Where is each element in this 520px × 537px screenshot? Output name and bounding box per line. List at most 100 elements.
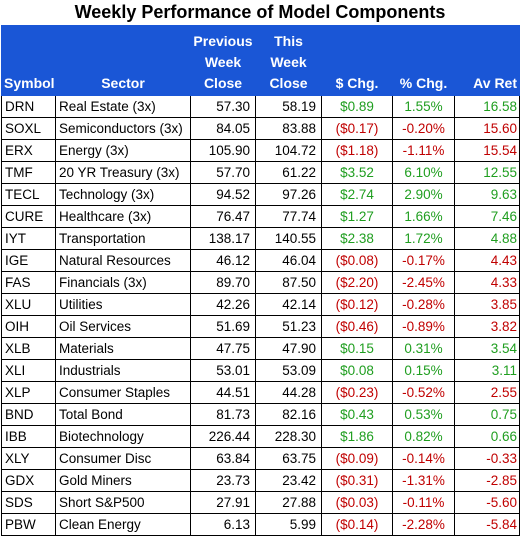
table-row: OIH Oil Services 51.69 51.23 ($0.46) -0.89% 3.… [1,315,520,338]
cell-previous-close: 27.91 [190,491,256,514]
header-this-line-3: Close [269,75,308,91]
table-row: PBW Clean Energy 6.13 5.99 ($0.14) -2.28% -5.8… [1,513,520,536]
table-row: SOXL Semiconductors (3x) 84.05 83.88 ($0.17)… [1,117,520,140]
cell-symbol: DRN [1,95,56,118]
cell-symbol: XLU [1,293,56,316]
cell-dollar-change: ($2.20) [321,271,393,294]
header-sector: Sector [55,25,191,96]
table-row: XLI Industrials 53.01 53.09 $0.08 0.15% 3.11 [1,359,520,382]
cell-sector: Real Estate (3x) [55,95,191,118]
cell-sector: Transportation [55,227,191,250]
cell-average-return: 16.58 [454,95,520,118]
cell-percent-change: 1.72% [392,227,455,250]
table-row: XLB Materials 47.75 47.90 $0.15 0.31% 3.54 [1,337,520,360]
cell-previous-close: 89.70 [190,271,256,294]
cell-sector: Industrials [55,359,191,382]
header-row: Symbol Sector Previous Week Close This W… [1,25,520,96]
cell-symbol: PBW [1,513,56,536]
cell-sector: Energy (3x) [55,139,191,162]
cell-average-return: 9.63 [454,183,520,206]
cell-this-close: 97.26 [255,183,322,206]
cell-symbol: TMF [1,161,56,184]
cell-percent-change: -2.45% [392,271,455,294]
table-row: IYT Transportation 138.17 140.55 $2.38 1.72% 4… [1,227,520,250]
cell-symbol: IYT [1,227,56,250]
cell-sector: Utilities [55,293,191,316]
cell-symbol: XLB [1,337,56,360]
cell-symbol: IBB [1,425,56,448]
header-this-line-2: Week [270,54,307,70]
cell-percent-change: -0.89% [392,315,455,338]
cell-previous-close: 53.01 [190,359,256,382]
cell-sector: Materials [55,337,191,360]
cell-percent-change: 0.15% [392,359,455,382]
cell-sector: Clean Energy [55,513,191,536]
cell-average-return: 4.33 [454,271,520,294]
cell-sector: 20 YR Treasury (3x) [55,161,191,184]
cell-percent-change: -2.28% [392,513,455,536]
cell-sector: Total Bond [55,403,191,426]
cell-dollar-change: $0.89 [321,95,393,118]
cell-dollar-change: ($0.17) [321,117,393,140]
cell-average-return: 3.54 [454,337,520,360]
cell-symbol: FAS [1,271,56,294]
cell-previous-close: 46.12 [190,249,256,272]
cell-this-close: 53.09 [255,359,322,382]
cell-this-close: 104.72 [255,139,322,162]
cell-dollar-change: $1.27 [321,205,393,228]
cell-dollar-change: ($0.12) [321,293,393,316]
cell-sector: Semiconductors (3x) [55,117,191,140]
cell-percent-change: 2.90% [392,183,455,206]
cell-percent-change: 0.31% [392,337,455,360]
cell-average-return: -5.84 [454,513,520,536]
cell-sector: Healthcare (3x) [55,205,191,228]
cell-dollar-change: ($0.46) [321,315,393,338]
cell-previous-close: 6.13 [190,513,256,536]
cell-average-return: 0.66 [454,425,520,448]
header-this-line-1: This [274,33,303,49]
cell-dollar-change: ($1.18) [321,139,393,162]
cell-this-close: 58.19 [255,95,322,118]
cell-sector: Short S&P500 [55,491,191,514]
cell-this-close: 23.42 [255,469,322,492]
cell-sector: Biotechnology [55,425,191,448]
table-row: TMF 20 YR Treasury (3x) 57.70 61.22 $3.52 6.1… [1,161,520,184]
cell-dollar-change: $2.38 [321,227,393,250]
cell-percent-change: -0.20% [392,117,455,140]
cell-average-return: 7.46 [454,205,520,228]
cell-dollar-change: ($0.08) [321,249,393,272]
cell-dollar-change: $3.52 [321,161,393,184]
cell-average-return: 12.55 [454,161,520,184]
table-row: XLY Consumer Disc 63.84 63.75 ($0.09) -0.14% -… [1,447,520,470]
cell-percent-change: -1.31% [392,469,455,492]
cell-previous-close: 51.69 [190,315,256,338]
header-average-return: Av Ret [454,25,520,96]
cell-sector: Natural Resources [55,249,191,272]
page-title: Weekly Performance of Model Components [74,2,446,22]
cell-this-close: 87.50 [255,271,322,294]
cell-percent-change: -0.28% [392,293,455,316]
cell-previous-close: 42.26 [190,293,256,316]
cell-average-return: 4.43 [454,249,520,272]
cell-previous-close: 23.73 [190,469,256,492]
cell-percent-change: 6.10% [392,161,455,184]
cell-dollar-change: $0.08 [321,359,393,382]
cell-dollar-change: $0.15 [321,337,393,360]
header-percent-change: % Chg. [392,25,455,96]
cell-dollar-change: $1.86 [321,425,393,448]
cell-average-return: 2.55 [454,381,520,404]
cell-previous-close: 57.30 [190,95,256,118]
table-row: FAS Financials (3x) 89.70 87.50 ($2.20) -2.45… [1,271,520,294]
cell-this-close: 44.28 [255,381,322,404]
cell-average-return: 4.88 [454,227,520,250]
cell-previous-close: 84.05 [190,117,256,140]
header-prev-line-1: Previous [193,33,253,49]
cell-previous-close: 44.51 [190,381,256,404]
cell-this-close: 46.04 [255,249,322,272]
cell-sector: Consumer Staples [55,381,191,404]
cell-symbol: SOXL [1,117,56,140]
cell-symbol: XLP [1,381,56,404]
cell-dollar-change: ($0.23) [321,381,393,404]
performance-table: Symbol Sector Previous Week Close This W… [1,25,520,536]
cell-previous-close: 76.47 [190,205,256,228]
